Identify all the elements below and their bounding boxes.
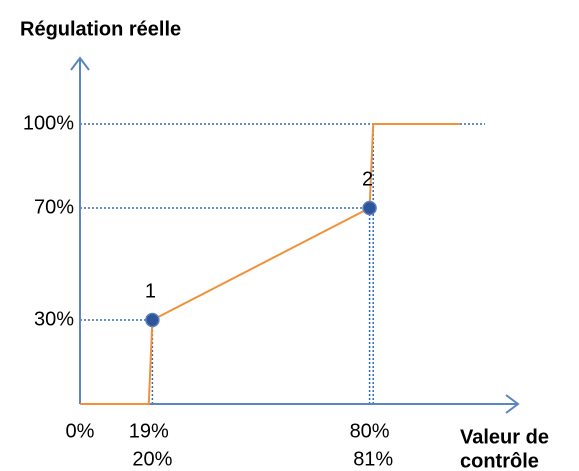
y-tick-label: 100% bbox=[23, 112, 74, 134]
x-axis-label: contrôle bbox=[460, 450, 539, 471]
line bbox=[80, 123, 461, 405]
x-tick-label: 19% bbox=[129, 420, 169, 442]
y-tick-label: 30% bbox=[34, 308, 74, 330]
point-marker bbox=[145, 312, 160, 328]
point-label: 2 bbox=[362, 168, 373, 190]
point-label: 1 bbox=[145, 280, 156, 302]
y-axis-arrow bbox=[70, 56, 90, 71]
chart-title: Régulation réelle bbox=[20, 18, 181, 40]
x-axis-label: Valeur de bbox=[460, 426, 549, 448]
x-tick-label: 81% bbox=[353, 448, 393, 470]
x-tick-label: 80% bbox=[350, 420, 390, 442]
x-axis-arrow bbox=[505, 394, 520, 414]
x-tick-label: 0% bbox=[66, 420, 95, 442]
x-tick-label: 20% bbox=[132, 448, 172, 470]
point-marker bbox=[362, 200, 377, 216]
y-tick-label: 70% bbox=[34, 196, 74, 218]
